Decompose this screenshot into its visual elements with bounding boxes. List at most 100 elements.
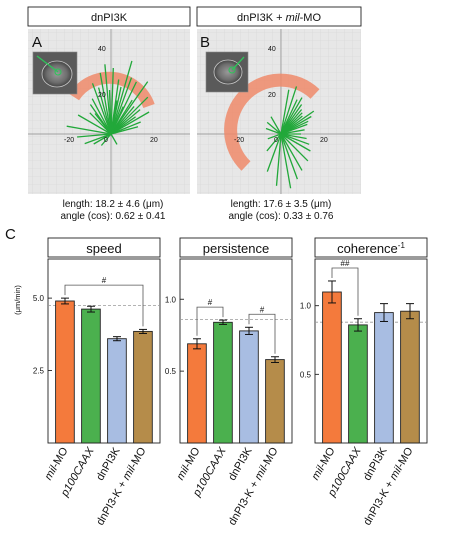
trajectory-line [110, 77, 133, 135]
panel-b-tick-neg20: -20 [234, 137, 244, 144]
panel-a: dnPI3K A 40 20 -20 0 20 length: 18.2 ± 4… [27, 6, 191, 222]
bar [348, 324, 368, 444]
bar [322, 291, 342, 444]
significance-bracket [196, 306, 224, 336]
trajectory-line [280, 133, 309, 162]
trajectory-line [280, 133, 307, 140]
speed-chart: speed 2.55.0#mil-MOp100CAAXdnPI3KdnPI3-K… [33, 237, 161, 527]
speed-y-axis-label: (μm/min) [13, 285, 22, 315]
significance-label: ## [341, 259, 350, 268]
trajectory-line [110, 126, 139, 135]
trajectory-line [77, 133, 112, 138]
panel-a-tick-40: 40 [98, 46, 106, 53]
significance-bracket [331, 267, 359, 316]
bar [55, 300, 75, 444]
panel-a-trajectories [66, 60, 150, 146]
speed-title: speed [86, 241, 121, 256]
trajectory-line [110, 60, 133, 135]
trajectory-line [77, 114, 112, 135]
coherence-title: coherence-1 [337, 241, 405, 256]
speed-title-box [47, 237, 161, 258]
category-label: dnPI3-K + mil-MO [94, 445, 148, 527]
panel-a-letter: A [32, 34, 42, 51]
panel-a-cell-image [32, 51, 78, 95]
panel-b: dnPI3K + mil-MO B 40 20 -20 0 20 length:… [196, 6, 362, 222]
panel-b-tick-40: 40 [268, 46, 276, 53]
trajectory-line [99, 72, 112, 135]
trajectory-line [267, 133, 282, 140]
panel-b-angle-arc [224, 73, 320, 171]
bar [81, 308, 101, 444]
panel-c-letter: C [5, 226, 16, 243]
trajectory-line [266, 133, 282, 152]
trajectory-line [110, 111, 150, 135]
plot-frame [179, 258, 293, 444]
category-label: dnPI3K [94, 445, 123, 483]
persistence-chart: persistence 0.51.0 ##mil-MOp100CAAXdnPI3K… [165, 237, 293, 527]
coherence-chart: coherence-1 0.51.0##mil-MOp100CAAXdnPI3K… [300, 237, 428, 527]
trajectory-line [280, 133, 303, 171]
panel-a-angle-arc [68, 71, 155, 109]
trajectory-line [110, 100, 118, 135]
trajectory-line [94, 113, 112, 135]
panel-b-letter: B [200, 34, 210, 51]
panel-b-title-box [196, 6, 362, 27]
panel-b-tick-0: 0 [274, 137, 278, 144]
persistence-title: persistence [203, 241, 269, 256]
trajectory-line [93, 133, 112, 145]
panel-b-length: length: 17.6 ± 3.5 (μm) [231, 199, 332, 210]
y-tick-label: 5.0 [33, 294, 45, 303]
trajectory-line [266, 121, 282, 135]
persistence-title-box [179, 237, 293, 258]
category-label: mil-MO [42, 445, 70, 482]
panel-b-title: dnPI3K + mil-MO [237, 12, 322, 24]
trajectory-line [108, 89, 112, 135]
category-label: dnPI3K [226, 445, 255, 483]
significance-label: # [260, 305, 265, 314]
trajectory-line [280, 89, 290, 135]
bar [239, 330, 259, 444]
trajectory-line [110, 106, 124, 135]
panel-a-title: dnPI3K [91, 12, 128, 24]
bar [133, 330, 153, 444]
trajectory-line [110, 67, 114, 135]
significance-bracket [248, 313, 276, 354]
panel-a-tick-20: 20 [98, 92, 106, 99]
y-tick-label: 2.5 [33, 367, 45, 376]
trajectory-line [280, 133, 310, 145]
trajectory-line [110, 133, 118, 145]
panel-a-title-box [27, 6, 191, 27]
category-label: dnPI3-K + mil-MO [361, 445, 415, 527]
trajectory-line [280, 133, 299, 180]
panel-a-length: length: 18.2 ± 4.6 (μm) [63, 199, 164, 210]
bar [265, 359, 285, 444]
significance-label: # [208, 298, 213, 307]
trajectory-line [110, 96, 149, 135]
trajectory-line [275, 133, 282, 186]
plot-frame [314, 258, 428, 444]
bar [213, 321, 233, 444]
category-label: dnPI3K [361, 445, 390, 483]
y-tick-label: 0.5 [300, 370, 312, 379]
category-label: mil-MO [174, 445, 202, 482]
panel-b-tick-20x: 20 [320, 137, 328, 144]
trajectory-line [91, 83, 112, 135]
panel-b-tick-20: 20 [268, 92, 276, 99]
significance-label: # [102, 276, 107, 285]
trajectory-line [280, 86, 298, 135]
significance-bracket [64, 284, 144, 327]
trajectory-line [91, 98, 112, 135]
panel-b-angle: angle (cos): 0.33 ± 0.76 [229, 211, 334, 222]
trajectory-line [265, 127, 282, 135]
trajectory-line [66, 125, 112, 135]
trajectory-line [110, 81, 149, 135]
y-tick-label: 1.0 [165, 295, 177, 304]
trajectory-line [97, 87, 112, 135]
panel-a-tick-0: 0 [104, 137, 108, 144]
category-label: dnPI3-K + mil-MO [226, 445, 280, 527]
panel-a-angle: angle (cos): 0.62 ± 0.41 [61, 211, 166, 222]
category-label: mil-MO [309, 445, 337, 482]
plot-frame [47, 258, 161, 444]
trajectory-line [100, 133, 112, 146]
